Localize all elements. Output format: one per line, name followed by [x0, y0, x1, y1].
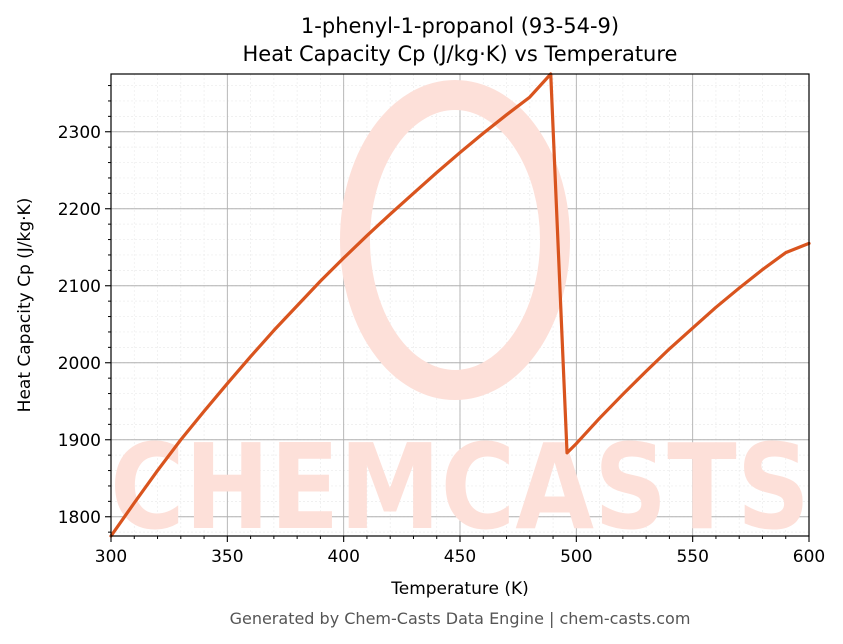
chart-title: 1-phenyl-1-propanol (93-54-9): [301, 14, 619, 38]
watermark: CHEMCASTS: [110, 80, 810, 556]
y-axis-label: Heat Capacity Cp (J/kg·K): [15, 198, 35, 413]
y-tick-label: 2200: [58, 200, 101, 220]
y-axis: 1800 1900 2000 2100 2200 2300: [58, 85, 111, 533]
x-axis: 300 350 400 450 500 550 600: [95, 536, 825, 567]
chart-subtitle: Heat Capacity Cp (J/kg·K) vs Temperature: [243, 42, 678, 66]
x-tick-label: 300: [95, 547, 127, 567]
footer-credit: Generated by Chem-Casts Data Engine | ch…: [230, 609, 691, 628]
x-tick-label: 350: [211, 547, 243, 567]
y-tick-label: 2300: [58, 123, 101, 143]
x-tick-label: 550: [676, 547, 708, 567]
y-tick-label: 1900: [58, 431, 101, 451]
x-axis-label: Temperature (K): [390, 579, 529, 599]
x-tick-label: 500: [560, 547, 592, 567]
y-tick-label: 2100: [58, 277, 101, 297]
x-tick-label: 450: [444, 547, 476, 567]
watermark-text: CHEMCASTS: [110, 418, 810, 556]
plot-area: CHEMCASTS: [109, 72, 811, 556]
series-layer: [109, 72, 811, 538]
x-tick-label: 600: [793, 547, 825, 567]
series-line-0: [109, 72, 811, 538]
y-tick-label: 2000: [58, 354, 101, 374]
watermark-ring: [340, 80, 570, 400]
x-tick-label: 400: [327, 547, 359, 567]
y-tick-label: 1800: [58, 508, 101, 528]
